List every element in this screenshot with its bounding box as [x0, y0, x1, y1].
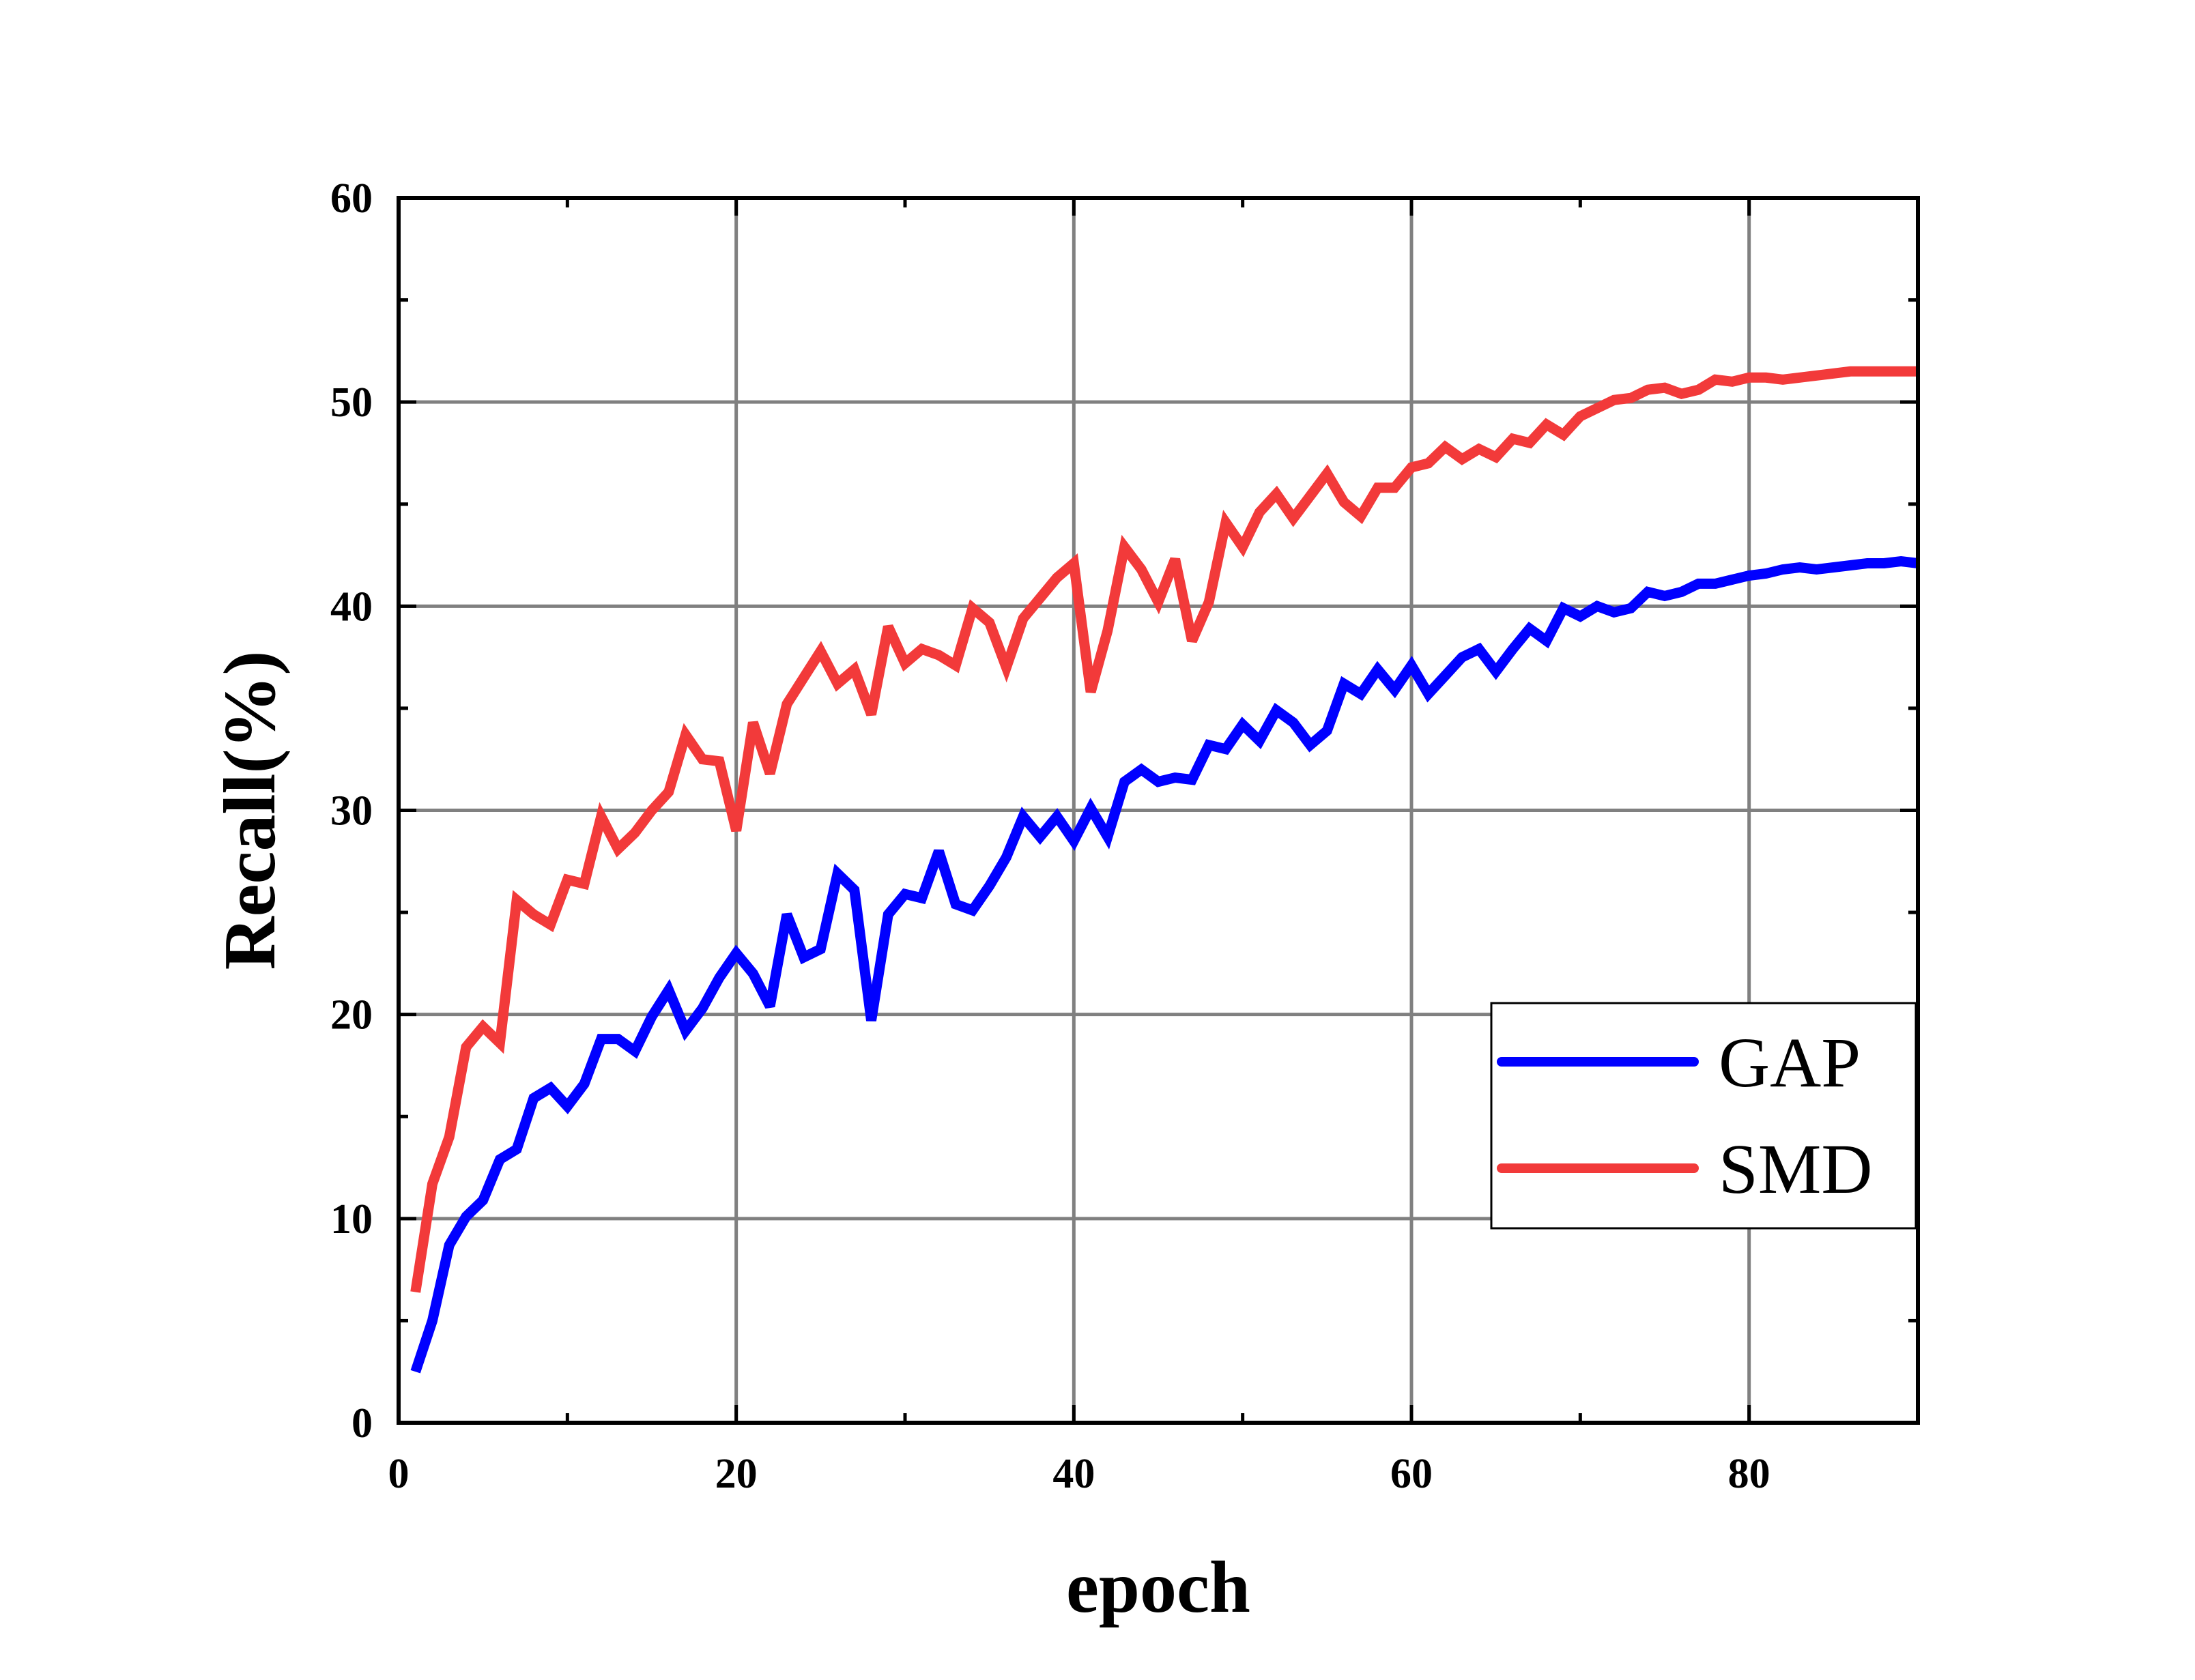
y-tick-label: 20 [330, 992, 373, 1039]
x-tick-label: 40 [1052, 1451, 1095, 1497]
y-tick-label: 50 [330, 379, 373, 426]
series-line-smd [410, 366, 1918, 1293]
x-tick-label: 60 [1390, 1451, 1433, 1497]
legend-box [1490, 1002, 1917, 1230]
legend-label-smd: SMD [1719, 1130, 1872, 1208]
grid [399, 198, 1918, 1423]
series-layer [410, 366, 1919, 1374]
legend-label-gap: GAP [1719, 1024, 1861, 1102]
y-tick-label: 0 [352, 1400, 373, 1447]
x-tick-label: 20 [715, 1451, 758, 1497]
y-axis-title: Recall(%) [210, 651, 291, 970]
x-axis-title: epoch [1066, 1547, 1250, 1628]
y-tick-label: 60 [330, 175, 373, 222]
tick-labels: 0 20 40 60 80 0 10 20 30 40 50 60 [330, 175, 1770, 1497]
x-tick-label: 0 [388, 1451, 410, 1497]
y-tick-label: 40 [330, 583, 373, 630]
series-line-gap [410, 555, 1919, 1374]
y-tick-label: 30 [330, 788, 373, 835]
x-tick-label: 80 [1728, 1451, 1770, 1497]
y-tick-label: 10 [330, 1196, 373, 1243]
legend: GAP SMD [1490, 1002, 1917, 1230]
axis-ticks [397, 196, 1918, 1425]
